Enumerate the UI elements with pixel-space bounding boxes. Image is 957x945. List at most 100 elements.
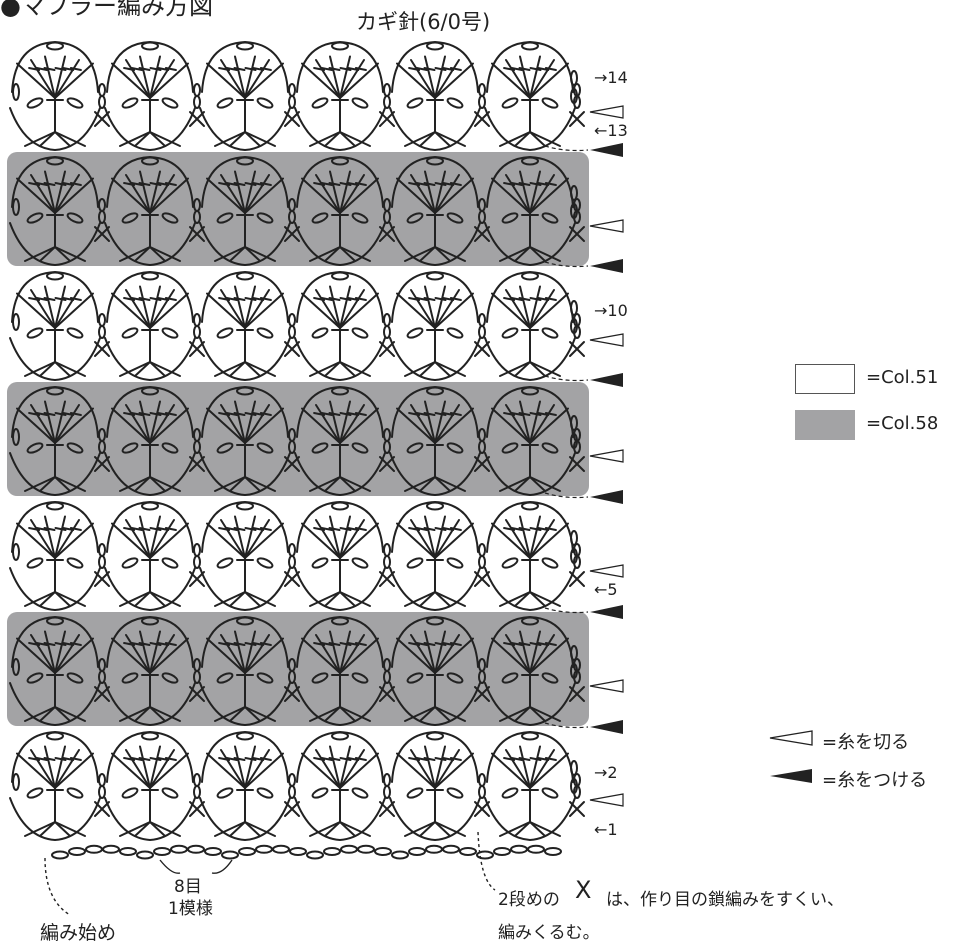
fan-arc: [389, 567, 481, 612]
stitch-bar: [415, 527, 428, 531]
edge-loop: [570, 645, 578, 661]
stitch-line: [244, 519, 270, 559]
motif: [484, 385, 585, 497]
stitch-line: [529, 246, 561, 262]
stitch-line: [491, 752, 531, 789]
stitch-line: [234, 170, 246, 214]
chain-oval: [521, 41, 539, 51]
stitch-bar: [62, 527, 75, 531]
stitch-bar: [320, 182, 333, 186]
stitch-line: [339, 706, 371, 722]
chain-loop: [288, 95, 296, 109]
chain-oval: [426, 41, 444, 51]
stitch-bar: [339, 757, 352, 761]
chain-loop: [98, 325, 106, 339]
stitch-bar: [544, 182, 557, 186]
stitch-bar: [423, 182, 436, 186]
legend-label-cut: =糸を切る: [822, 732, 910, 753]
stitch-line: [149, 361, 166, 377]
stitch-bar: [529, 297, 542, 301]
chain-oval: [66, 557, 84, 569]
fan-arc: [9, 682, 101, 727]
stitch-line: [529, 177, 569, 214]
stitch-line: [324, 131, 341, 147]
stitch-line: [54, 476, 86, 492]
stitch-bar: [347, 757, 360, 761]
chain-oval: [141, 731, 159, 741]
fan-arc: [199, 222, 291, 267]
chain-loop: [98, 785, 106, 799]
foundation-chain: [425, 844, 443, 854]
stitch-line: [301, 292, 341, 329]
stitch-line: [149, 821, 181, 837]
fan-arc: [106, 270, 194, 323]
stitch-line: [149, 289, 175, 329]
motif: [199, 385, 300, 497]
dashed-connector: [544, 722, 589, 729]
stitch-bar: [149, 182, 162, 186]
stitch-line: [505, 59, 531, 99]
stitch-bar: [244, 182, 257, 186]
stitch-bar: [328, 67, 341, 71]
stitch-bar: [434, 412, 447, 416]
foundation-chain: [374, 846, 392, 856]
stitch-line: [309, 131, 341, 147]
motif: [389, 385, 490, 497]
chain-oval: [26, 557, 44, 569]
stitch-bar: [149, 412, 162, 416]
stitch-line: [505, 174, 531, 214]
stitch-line: [529, 400, 541, 444]
stitch-line: [54, 749, 80, 789]
chain-loop: [193, 325, 201, 339]
stitch-line: [244, 706, 261, 722]
motif: [294, 615, 395, 727]
stitch-line: [329, 745, 341, 789]
stitch-line: [339, 630, 351, 674]
stitch-line: [434, 749, 460, 789]
stitch-line: [220, 289, 246, 329]
stitch-line: [134, 591, 151, 607]
stitch-line: [139, 170, 151, 214]
stitch-bar: [225, 182, 238, 186]
stitch-line: [244, 285, 256, 329]
stitch-line: [324, 821, 341, 837]
chain-oval: [501, 557, 519, 569]
stitch-line: [30, 174, 56, 214]
stitch-line: [244, 131, 261, 147]
cross-stitch: [569, 571, 585, 587]
chain-loop: [383, 210, 391, 224]
foundation-chain: [442, 844, 460, 854]
chain-oval: [236, 501, 254, 511]
stitch-line: [529, 745, 541, 789]
fan-arc: [201, 155, 289, 208]
foundation-chain: [221, 850, 239, 860]
cut-yarn-icon: [769, 730, 813, 746]
stitch-line: [234, 745, 246, 789]
stitch-line: [529, 62, 569, 99]
stitch-bar: [225, 642, 238, 646]
stitch-line: [54, 246, 71, 262]
stitch-line: [339, 515, 351, 559]
fan-arc: [294, 222, 386, 267]
stitch-line: [410, 749, 436, 789]
stitch-line: [214, 131, 246, 147]
chain-oval: [26, 672, 44, 684]
stitch-bar: [54, 182, 67, 186]
motif: [9, 270, 110, 382]
stitch-bar: [537, 67, 550, 71]
chain-oval: [141, 41, 159, 51]
stitch-bar: [423, 297, 436, 301]
fan-arc: [104, 682, 196, 727]
stitch-bar: [347, 182, 360, 186]
stitch-bar: [225, 67, 238, 71]
stitch-line: [54, 752, 94, 789]
stitch-bar: [62, 642, 75, 646]
fan-arc: [11, 40, 99, 93]
fan-arc: [294, 107, 386, 152]
stitch-line: [434, 62, 474, 99]
stitch-bar: [518, 642, 531, 646]
stitch-line: [54, 246, 86, 262]
chain-oval: [161, 97, 179, 109]
stitch-line: [54, 59, 80, 99]
stitch-bar: [347, 527, 360, 531]
